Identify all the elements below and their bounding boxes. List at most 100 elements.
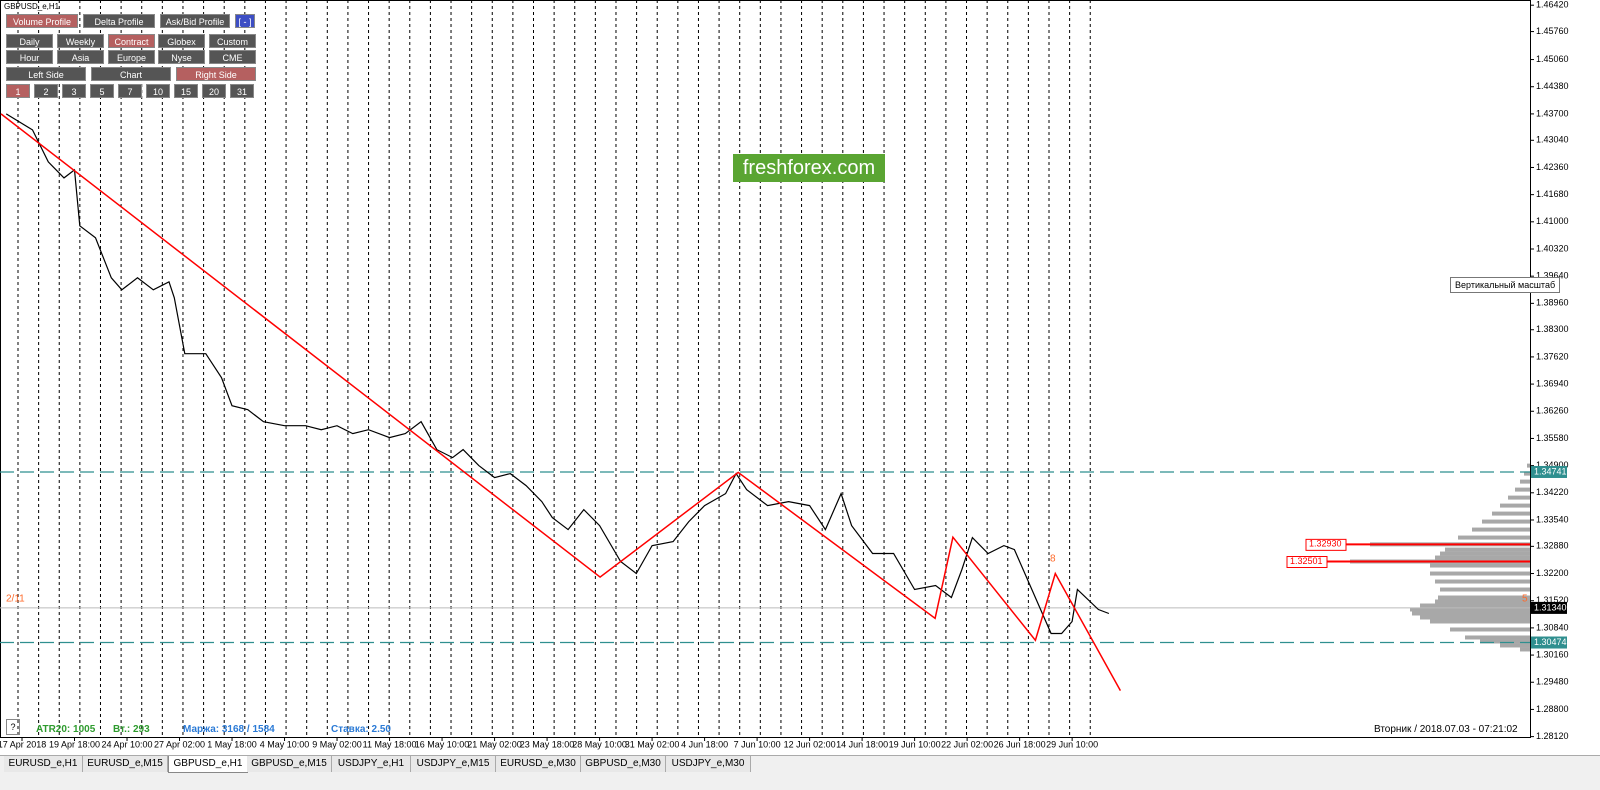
tab[interactable]: EURUSD_e,M15 — [83, 756, 168, 772]
profile-bar — [1465, 635, 1530, 640]
y-tick-label: 1.38960 — [1536, 298, 1569, 308]
profile-bar — [1420, 615, 1530, 620]
y-tick-label: 1.41680 — [1536, 189, 1569, 199]
profile-bar — [1482, 519, 1530, 524]
x-tick-label: 24 Apr 10:00 — [101, 739, 152, 749]
help-button[interactable]: ? — [6, 719, 20, 735]
y-tick-label: 1.30160 — [1536, 649, 1569, 659]
window-title: GBPUSD_e,H1 — [4, 2, 60, 11]
x-tick-label: 16 May 10:00 — [415, 739, 470, 749]
button[interactable]: Delta Profile — [83, 14, 155, 28]
button[interactable]: Globex — [158, 34, 205, 48]
tab[interactable]: GBPUSD_e,M15 — [247, 756, 332, 772]
y-tick-label: 1.45060 — [1536, 54, 1569, 64]
profile-bar — [1520, 479, 1530, 484]
button[interactable]: Hour — [6, 50, 53, 64]
button[interactable]: 5 — [90, 84, 114, 98]
profile-bar — [1410, 607, 1530, 612]
level-label: 1.34741 — [1534, 466, 1567, 476]
x-tick-label: 26 Jun 18:00 — [994, 739, 1046, 749]
x-tick-label: 23 May 18:00 — [520, 739, 575, 749]
button[interactable]: Chart — [91, 67, 171, 81]
y-tick-label: 1.31520 — [1536, 595, 1569, 605]
x-tick-label: 7 Jun 10:00 — [734, 739, 781, 749]
plot-frame — [0, 0, 1531, 738]
tab[interactable]: USDJPY_e,M15 — [411, 756, 496, 772]
y-tick-label: 1.40320 — [1536, 243, 1569, 253]
chart: 1.46420 1.45760 1.45060 1.44380 1.43700 1.430… — [0, 0, 1569, 749]
profile-bar — [1524, 471, 1530, 476]
x-tick-label: 19 Apr 18:00 — [49, 739, 100, 749]
mark-box — [1305, 538, 1347, 551]
y-tick-label: 1.35580 — [1536, 433, 1569, 443]
profile-bar — [1472, 527, 1530, 532]
y-tick-label: 1.43040 — [1536, 135, 1569, 145]
profile-bar — [1458, 535, 1530, 540]
y-tick-label: 1.34220 — [1536, 487, 1569, 497]
y-tick-label: 1.28800 — [1536, 704, 1569, 714]
button[interactable]: [ - ] — [235, 14, 255, 28]
button[interactable]: 15 — [174, 84, 198, 98]
profile-bar — [1412, 611, 1530, 616]
annotation: 2/11 — [6, 594, 25, 605]
y-tick-label: 1.29480 — [1536, 677, 1569, 687]
button[interactable]: 10 — [146, 84, 170, 98]
annotation: 8 — [1050, 554, 1056, 565]
x-tick-label: 29 Jun 10:00 — [1046, 739, 1098, 749]
y-tick-label: 1.32880 — [1536, 541, 1569, 551]
profile-bar — [1445, 547, 1530, 552]
x-tick-label: 9 May 02:00 — [312, 739, 362, 749]
button[interactable]: Ask/Bid Profile — [160, 14, 230, 28]
profile-bar — [1520, 647, 1530, 652]
x-tick-label: 31 May 02:00 — [625, 739, 680, 749]
button[interactable]: Custom — [209, 34, 256, 48]
tab[interactable]: EURUSD_e,M30 — [496, 756, 581, 772]
button[interactable]: 2 — [34, 84, 58, 98]
x-tick-label: 19 Jun 10:00 — [889, 739, 941, 749]
button[interactable]: 3 — [62, 84, 86, 98]
mark-label: 1.32930 — [1309, 539, 1342, 549]
x-tick-label: 27 Apr 02:00 — [154, 739, 205, 749]
tab[interactable]: GBPUSD_e,M30 — [581, 756, 666, 772]
y-tick-label: 1.43700 — [1536, 108, 1569, 118]
button[interactable]: 1 — [6, 84, 30, 98]
button[interactable]: Asia — [57, 50, 104, 64]
button[interactable]: Weekly — [57, 34, 104, 48]
button[interactable]: 31 — [230, 84, 254, 98]
tab[interactable]: USDJPY_e,H1 — [332, 756, 411, 772]
tab[interactable]: EURUSD_e,H1 — [4, 756, 83, 772]
volume: Вт.: 293 — [113, 724, 150, 735]
button[interactable]: Contract — [108, 34, 155, 48]
y-tick-label: 1.30840 — [1536, 622, 1569, 632]
y-tick-label: 1.36940 — [1536, 378, 1569, 388]
profile-bar — [1500, 503, 1530, 508]
button[interactable]: Europe — [108, 50, 155, 64]
y-tick-label: 1.34900 — [1536, 460, 1569, 470]
button[interactable]: Daily — [6, 34, 53, 48]
y-tick-label: 1.39640 — [1536, 271, 1569, 281]
tab[interactable]: USDJPY_e,M30 — [666, 756, 751, 772]
y-tick-label: 1.44380 — [1536, 81, 1569, 91]
button[interactable]: Left Side — [6, 67, 86, 81]
level-box — [1531, 636, 1567, 649]
profile-bar — [1515, 487, 1530, 492]
annotation: 5 — [1522, 594, 1528, 605]
y-tick-label: 1.46420 — [1536, 0, 1569, 10]
button[interactable]: Right Side — [176, 67, 256, 81]
x-tick-label: 14 Jun 18:00 — [836, 739, 888, 749]
x-tick-label: 21 May 02:00 — [467, 739, 522, 749]
y-tick-label: 1.38300 — [1536, 324, 1569, 334]
y-tick-label: 1.33540 — [1536, 514, 1569, 524]
x-tick-label: 11 May 18:00 — [363, 739, 417, 749]
watermark: freshforex.com — [733, 154, 885, 182]
button[interactable]: 7 — [118, 84, 142, 98]
button[interactable]: 20 — [202, 84, 226, 98]
mark-label: 1.32501 — [1290, 556, 1323, 566]
profile-bar — [1435, 579, 1530, 584]
profile-bar — [1438, 595, 1530, 600]
button[interactable]: CME — [209, 50, 256, 64]
button[interactable]: Volume Profile — [6, 14, 78, 28]
button[interactable]: Nyse — [158, 50, 205, 64]
y-tick-label: 1.45760 — [1536, 26, 1569, 36]
tab[interactable]: GBPUSD_e,H1 — [168, 756, 248, 773]
